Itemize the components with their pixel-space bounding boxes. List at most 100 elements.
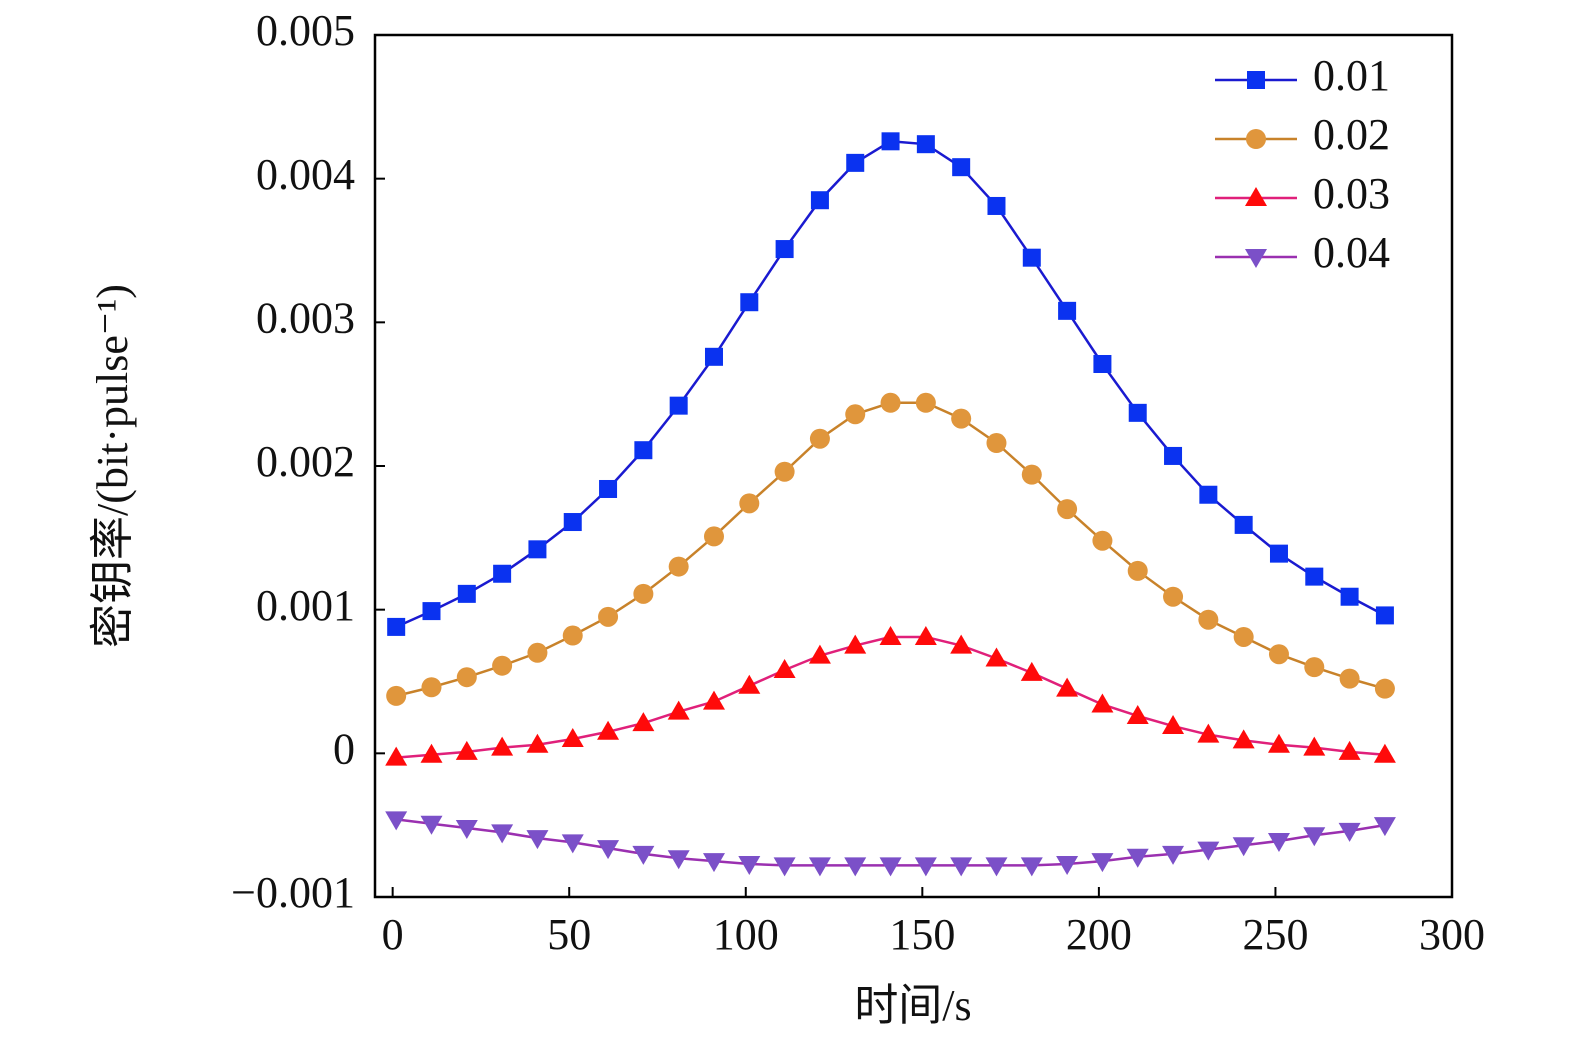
- marker: [1268, 644, 1289, 665]
- legend-label: 0.03: [1313, 169, 1390, 218]
- marker: [1267, 832, 1290, 852]
- marker: [952, 158, 971, 177]
- marker: [1163, 586, 1184, 607]
- marker: [1232, 729, 1255, 749]
- marker: [1303, 736, 1326, 756]
- marker: [1091, 853, 1114, 873]
- marker: [597, 840, 620, 860]
- marker: [916, 135, 935, 154]
- marker: [1093, 354, 1112, 373]
- y-axis-label: 密钥率/(bit·pulse⁻¹): [88, 284, 137, 648]
- marker: [527, 642, 548, 663]
- marker: [563, 513, 582, 532]
- y-tick-label: 0.003: [256, 293, 355, 342]
- y-tick-label: 0: [333, 724, 355, 773]
- marker: [526, 830, 549, 850]
- x-tick-label: 0: [382, 910, 404, 959]
- marker: [986, 433, 1007, 454]
- marker: [386, 685, 407, 706]
- legend-label: 0.01: [1313, 51, 1390, 100]
- x-tick-label: 100: [713, 910, 779, 959]
- x-axis-label: 时间/s: [854, 981, 971, 1030]
- marker: [915, 392, 936, 413]
- marker: [387, 617, 406, 636]
- marker: [455, 820, 478, 840]
- marker: [879, 857, 902, 877]
- marker: [632, 845, 655, 865]
- marker: [738, 855, 761, 875]
- marker: [1020, 661, 1043, 681]
- marker: [597, 720, 620, 740]
- marker: [773, 659, 796, 679]
- marker: [950, 634, 973, 654]
- marker: [775, 240, 794, 259]
- marker: [879, 625, 902, 645]
- marker: [950, 857, 973, 877]
- marker: [1162, 845, 1185, 865]
- marker: [1198, 609, 1219, 630]
- marker: [1164, 446, 1183, 465]
- marker: [455, 740, 478, 760]
- marker: [774, 461, 795, 482]
- marker: [420, 743, 443, 763]
- marker: [561, 834, 584, 854]
- marker: [1269, 544, 1288, 563]
- marker: [634, 441, 653, 460]
- marker: [491, 736, 514, 756]
- marker: [1338, 740, 1361, 760]
- marker: [1199, 485, 1218, 504]
- legend-marker: [1247, 71, 1265, 89]
- marker: [740, 293, 759, 312]
- marker: [492, 655, 513, 676]
- marker: [1126, 704, 1149, 724]
- marker: [420, 815, 443, 835]
- marker: [1374, 678, 1395, 699]
- marker: [1020, 857, 1043, 877]
- marker: [1126, 848, 1149, 868]
- marker: [1127, 560, 1148, 581]
- marker: [808, 857, 831, 877]
- marker: [1197, 723, 1220, 743]
- legend-marker: [1245, 249, 1267, 268]
- marker: [561, 727, 584, 747]
- marker: [702, 690, 725, 710]
- y-tick-label: 0.004: [256, 150, 355, 199]
- marker: [1092, 530, 1113, 551]
- marker: [704, 347, 723, 366]
- y-tick-label: 0.002: [256, 437, 355, 486]
- marker: [739, 493, 760, 514]
- marker: [599, 479, 618, 498]
- marker: [526, 733, 549, 753]
- y-tick-label: −0.001: [231, 868, 355, 917]
- marker: [385, 811, 408, 831]
- marker: [1058, 301, 1077, 320]
- marker: [844, 857, 867, 877]
- marker: [1375, 606, 1394, 625]
- legend-marker: [1245, 187, 1267, 206]
- marker: [421, 677, 442, 698]
- marker: [1056, 855, 1079, 875]
- marker: [1373, 743, 1396, 763]
- x-tick-label: 150: [889, 910, 955, 959]
- x-tick-label: 250: [1242, 910, 1308, 959]
- marker: [1233, 626, 1254, 647]
- marker: [457, 584, 476, 603]
- legend-label: 0.02: [1313, 110, 1390, 159]
- marker: [633, 583, 654, 604]
- marker: [1340, 587, 1359, 606]
- marker: [810, 191, 829, 210]
- marker: [702, 853, 725, 873]
- marker: [773, 857, 796, 877]
- marker: [809, 428, 830, 449]
- legend-marker: [1246, 129, 1266, 149]
- marker: [1339, 668, 1360, 689]
- x-tick-label: 200: [1066, 910, 1132, 959]
- marker: [844, 634, 867, 654]
- marker: [985, 647, 1008, 667]
- marker: [914, 857, 937, 877]
- marker: [1128, 403, 1147, 422]
- marker: [491, 824, 514, 844]
- marker: [808, 644, 831, 664]
- marker: [422, 602, 441, 621]
- marker: [1197, 841, 1220, 861]
